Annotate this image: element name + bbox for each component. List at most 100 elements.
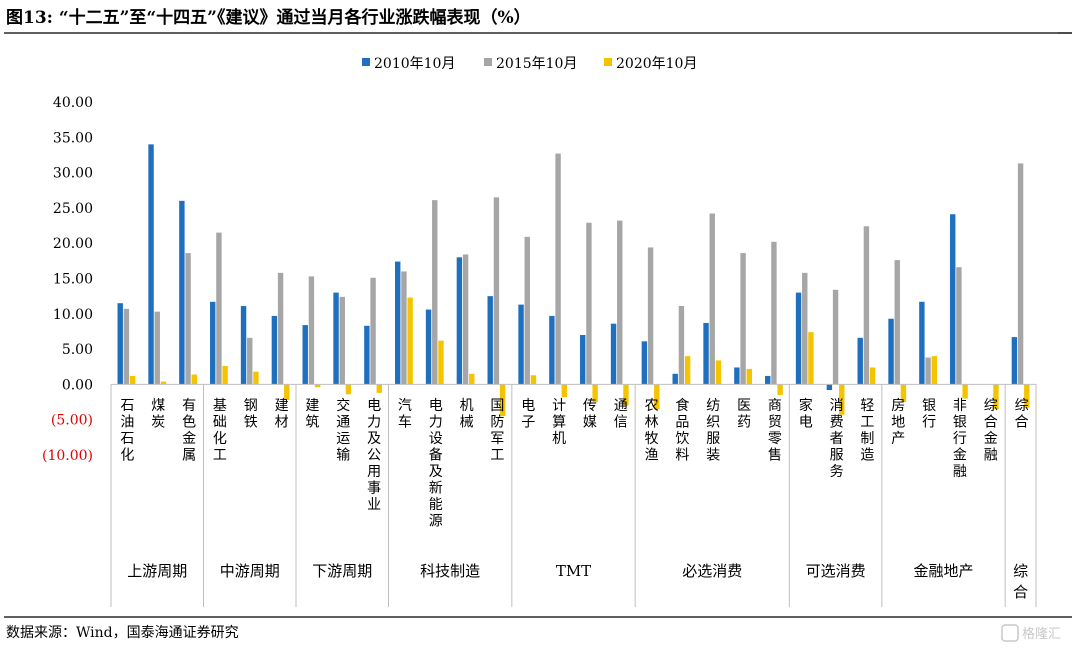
bar-series-0 <box>271 315 278 385</box>
category-label: 银行 <box>922 398 936 431</box>
bar-series-2 <box>715 360 722 385</box>
group-label: 下游周期 <box>312 562 372 580</box>
bar-series-1 <box>894 260 900 385</box>
bar-series-1 <box>586 222 592 385</box>
legend-swatch <box>604 58 612 66</box>
group-label: 可选消费 <box>806 562 866 580</box>
legend-swatch <box>484 58 492 66</box>
group-label: 金融地产 <box>913 562 973 580</box>
bar-series-2 <box>654 384 660 410</box>
bar-series-2 <box>592 384 598 403</box>
category-label: 钢铁 <box>244 398 258 431</box>
category-label: 商贸零售 <box>768 398 782 464</box>
bar-series-0 <box>765 375 771 385</box>
y-axis: 40.00 35.00 30.00 25.00 20.00 15.00 10.00 5.00 0… <box>42 95 93 464</box>
bar-series-0 <box>302 325 308 385</box>
bar-series-1 <box>709 213 715 385</box>
bar-series-1 <box>555 153 561 385</box>
bar-series-0 <box>364 325 370 385</box>
category-label: 医药 <box>737 398 751 431</box>
bar-series-1 <box>432 200 438 385</box>
bar-series-2 <box>931 356 937 385</box>
bar-series-1 <box>339 296 345 385</box>
bar-series-1 <box>308 276 315 385</box>
bar-series-2 <box>561 384 567 398</box>
bar-series-0 <box>641 341 648 385</box>
group-label: TMT <box>556 562 591 580</box>
bar-series-0 <box>919 301 925 385</box>
y-tick-label: (10.00) <box>42 448 93 464</box>
watermark: 格隆汇 <box>1001 624 1061 642</box>
bar-series-1 <box>678 306 685 385</box>
y-tick-label: 5.00 <box>62 342 93 358</box>
bar-series-0 <box>610 323 617 385</box>
category-label: 纺织服装 <box>706 398 720 464</box>
bar-series-1 <box>154 311 160 385</box>
bar-series-1 <box>832 289 839 385</box>
bar-series-2 <box>777 384 783 395</box>
category-label: 传媒 <box>583 398 597 431</box>
bar-series-0 <box>888 318 894 385</box>
y-tick-label: 25.00 <box>53 201 93 217</box>
bar-series-2 <box>746 368 752 385</box>
bar-series-1 <box>462 254 469 385</box>
source-note: 数据来源：Wind，国泰海通证券研究 <box>6 625 239 641</box>
bar-series-2 <box>530 375 537 385</box>
bar-series-0 <box>518 304 524 385</box>
group-label: 上游周期 <box>127 562 187 580</box>
category-label: 石油石化 <box>120 398 134 464</box>
y-tick-label: 20.00 <box>53 236 93 252</box>
y-tick-label: 35.00 <box>53 130 93 146</box>
bar-series-1 <box>185 253 191 385</box>
bar-series-0 <box>425 309 432 385</box>
bar-series-2 <box>160 381 167 385</box>
bar-series-2 <box>191 374 197 385</box>
bar-series-0 <box>580 334 586 385</box>
bar-series-2 <box>869 367 876 385</box>
bar-series-2 <box>284 384 290 400</box>
group-label: 综合 <box>1013 562 1028 601</box>
category-label: 国防军工 <box>490 398 504 464</box>
y-tick-label: 15.00 <box>53 272 93 288</box>
bar-series-1 <box>1017 163 1024 385</box>
legend-label: 2010年10月 <box>374 56 455 72</box>
bar-series-0 <box>240 306 247 385</box>
bar-series-1 <box>401 271 407 385</box>
legend-label: 2015年10月 <box>496 56 577 72</box>
bar-series-2 <box>1024 384 1030 408</box>
category-label: 消费者服务 <box>830 398 844 480</box>
bar-series-0 <box>672 373 678 385</box>
category-label: 机械 <box>460 398 474 431</box>
bar-series-0 <box>950 214 956 385</box>
bar-series-0 <box>549 315 555 385</box>
bar-series-1 <box>617 220 623 385</box>
bar-series-1 <box>740 253 746 385</box>
y-tick-label: 10.00 <box>53 307 93 323</box>
bar-series-2 <box>253 371 259 385</box>
category-label: 汽车 <box>398 398 412 431</box>
bar-series-2 <box>129 375 136 385</box>
bar-series-2 <box>314 384 321 388</box>
group-label: 科技制造 <box>420 562 480 580</box>
bar-series-0 <box>117 303 123 385</box>
bar-series-0 <box>1011 337 1018 385</box>
bar-series-2 <box>808 332 814 385</box>
group-label: 中游周期 <box>220 562 280 580</box>
category-label: 电子 <box>521 398 535 431</box>
bar-series-0 <box>734 367 740 385</box>
bar-series-0 <box>826 384 833 391</box>
bar-series-1 <box>493 197 500 385</box>
category-label: 有色金属 <box>182 398 196 464</box>
bar-series-1 <box>802 272 808 385</box>
watermark-text: 格隆汇 <box>1022 626 1061 642</box>
bar-series-0 <box>210 301 216 385</box>
category-label: 食品饮料 <box>675 397 689 464</box>
bar-series-2 <box>376 384 382 393</box>
bar-series-2 <box>469 373 475 385</box>
bar-series-2 <box>993 384 999 410</box>
bar-series-0 <box>857 337 863 385</box>
y-tick-label: 0.00 <box>62 377 93 393</box>
x-axis: 上游周期 中游周期 下游周期 科技制造 TMT 必选消费 可选消费 金融地产 综合 石油石化 煤炭有… <box>110 383 1037 607</box>
category-label: 建材 <box>275 398 289 431</box>
bar-series-1 <box>123 308 130 385</box>
